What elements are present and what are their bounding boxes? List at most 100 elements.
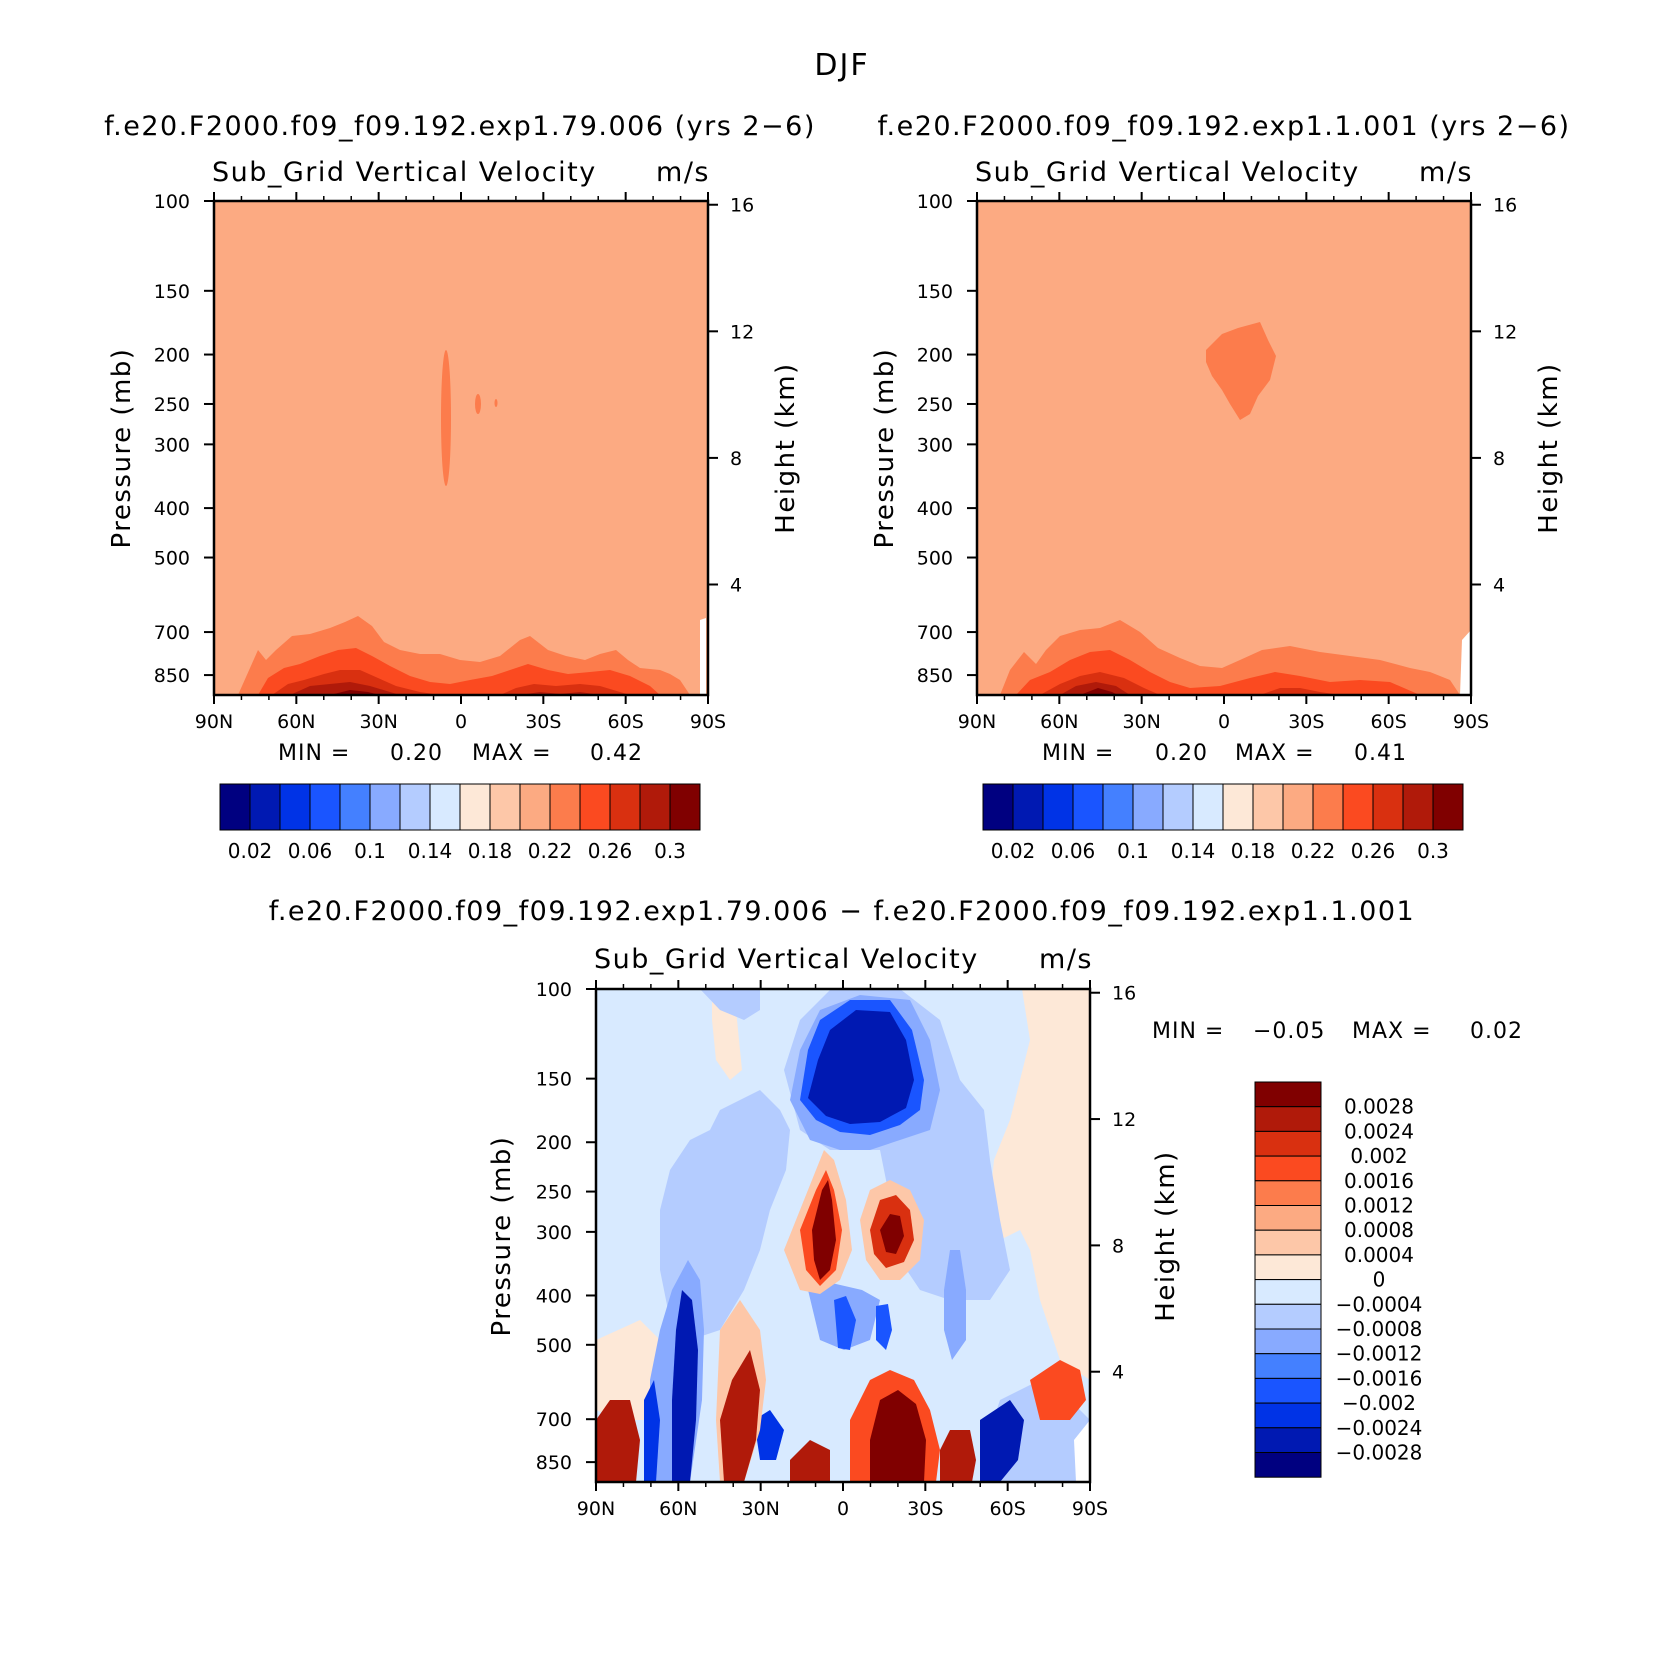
colorbar-label: 0.22 [528,839,573,863]
colorbar-label: 0.14 [408,839,453,863]
y-axis-label: Pressure (mb) [487,1136,517,1337]
x-tick-label: 90S [1072,1498,1108,1520]
y-tick-label: 500 [917,548,953,570]
x-tick-label: 90S [690,711,726,733]
y-tick-label: 300 [917,434,953,456]
colorbar-swatch [1342,783,1374,831]
units-label: m/s [656,157,710,188]
colorbar-label: 0.18 [1231,839,1276,863]
contour-higher-level [290,682,600,695]
colorbar-swatch [1132,783,1164,831]
colorbar-swatch [459,783,491,831]
colorbar-swatch [1254,1180,1322,1207]
max-value: 0.02 [1470,1019,1523,1044]
contour-higher-level [1060,682,1130,695]
contour-strong-positive [940,1430,976,1482]
colorbar-label: 0.0012 [1344,1194,1414,1218]
colorbar-label: −0.0024 [1336,1416,1423,1440]
x-tick-label: 30N [741,1498,779,1520]
axes: 90N 60N 30N 0 30S 60S 90S 100 150 200 250 300 400 500… [917,191,1517,733]
max-label: MAX = [472,741,552,766]
contour-upper-dot [494,399,498,407]
colorbar-swatch [519,783,551,831]
colorbar-swatch [1432,783,1464,831]
min-label: MIN = [1042,741,1114,766]
contour-medium-negative [944,1250,966,1360]
x-tick-label: 60N [277,711,315,733]
y-tick-label: 300 [154,434,190,456]
x-tick-label: 30N [359,711,397,733]
colorbar-label: 0.3 [654,839,686,863]
missing-data [1074,1420,1090,1482]
colorbar-swatch [579,783,611,831]
min-label: MIN = [1152,1019,1224,1044]
max-label: MAX = [1352,1019,1432,1044]
x-tick-label: 60S [1371,711,1407,733]
colorbar-label: 0.0004 [1344,1243,1414,1267]
colorbar-swatch [1312,783,1344,831]
colorbar-swatch [1402,783,1434,831]
contour-peak-positive [812,1180,836,1280]
y-tick-label: 100 [154,191,190,213]
y2-tick-label: 8 [730,448,742,470]
x-tick-label: 90N [958,711,996,733]
contour-peak-positive [880,1214,904,1254]
colorbar-swatch [399,783,431,831]
x-tick-label: 90N [577,1498,615,1520]
axes: 90N 60N 30N 0 30S 60S 90S 100 150 200 250 300 400 500… [154,191,754,733]
y-tick-label: 150 [536,1069,572,1091]
colorbar-label: 0.02 [991,839,1036,863]
y2-tick-label: 4 [1493,574,1505,596]
colorbar-swatch [429,783,461,831]
panel-left: f.e20.F2000.f09_f09.192.exp1.79.006 (yrs… [104,111,814,863]
contour-strong-negative [644,1380,660,1482]
x-tick-label: 60N [1040,711,1078,733]
y-tick-label: 150 [917,281,953,303]
case-title: f.e20.F2000.f09_f09.192.exp1.1.001 (yrs … [877,111,1570,142]
y-tick-label: 500 [536,1335,572,1357]
colorbar-swatch [1372,783,1404,831]
y2-tick-label: 12 [730,321,754,343]
y-tick-label: 850 [917,665,953,687]
y2-tick-label: 16 [730,195,754,217]
contour-strong-positive [596,1400,640,1482]
y-tick-label: 200 [536,1132,572,1154]
min-value: 0.20 [1155,741,1208,766]
contour-strongest-negative [672,1290,698,1482]
colorbar-swatch [1254,1427,1322,1454]
y-tick-label: 250 [917,394,953,416]
y-tick-label: 700 [536,1409,572,1431]
y2-tick-label: 4 [730,574,742,596]
colorbar: 0.02 0.06 0.1 0.14 0.18 0.22 0.26 0.3 [219,783,701,863]
colorbar-swatch [1282,783,1314,831]
min-value: −0.05 [1253,1019,1325,1044]
y-tick-label: 200 [917,345,953,367]
colorbar-swatch [1254,1106,1322,1132]
colorbar: 0.02 0.06 0.1 0.14 0.18 0.22 0.26 0.3 [982,783,1464,863]
colorbar-label: 0.02 [228,839,273,863]
colorbar-swatch [1254,1279,1322,1305]
colorbar-swatch [489,783,521,831]
y2-tick-label: 12 [1493,321,1517,343]
y-axis-label: Pressure (mb) [870,348,900,549]
contour-field [596,989,1090,1482]
colorbar-swatch [549,783,581,831]
colorbar-swatch [249,783,281,831]
colorbar-label: 0.1 [1117,839,1149,863]
colorbar-label: −0.0012 [1336,1342,1423,1366]
contour-strong-negative [834,1296,856,1350]
y-tick-label: 400 [917,498,953,520]
colorbar-label: 0.06 [288,839,333,863]
colorbar-label: −0.0008 [1336,1317,1423,1341]
colorbar-label: 0.06 [1051,839,1096,863]
colorbar-label: 0.26 [1351,839,1396,863]
colorbar-label: 0.14 [1171,839,1216,863]
y-tick-label: 500 [154,548,190,570]
colorbar-swatch [1254,1328,1322,1355]
colorbar-swatch [609,783,641,831]
colorbar-swatch [1042,783,1074,831]
case-title: f.e20.F2000.f09_f09.192.exp1.79.006 − f.… [269,896,1415,927]
x-tick-label: 90S [1453,711,1489,733]
contour-strong-positive [1030,1360,1086,1420]
colorbar-swatch [1254,1155,1322,1182]
